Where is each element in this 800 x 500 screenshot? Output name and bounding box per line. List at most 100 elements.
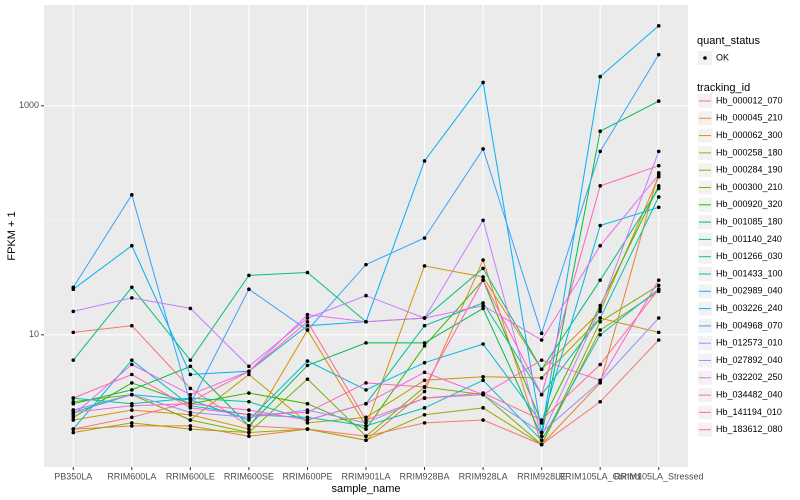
data-point bbox=[422, 323, 427, 328]
data-point bbox=[481, 342, 485, 346]
data-point bbox=[656, 24, 661, 28]
data-point bbox=[422, 316, 427, 320]
y-axis-title: FPKM + 1 bbox=[6, 211, 18, 260]
data-point bbox=[188, 306, 193, 311]
data-point bbox=[364, 319, 368, 324]
data-point bbox=[364, 418, 368, 422]
data-point bbox=[71, 330, 76, 335]
data-point bbox=[305, 316, 310, 320]
data-point bbox=[539, 434, 544, 439]
data-point bbox=[364, 388, 368, 392]
data-point bbox=[481, 266, 485, 271]
data-point bbox=[305, 427, 310, 431]
data-point bbox=[598, 319, 602, 324]
data-point bbox=[656, 283, 661, 288]
data-point bbox=[188, 399, 193, 404]
data-point bbox=[71, 358, 76, 362]
data-point bbox=[71, 401, 76, 406]
legend-label: Hb_000284_190 bbox=[716, 165, 783, 175]
data-point bbox=[422, 159, 427, 163]
data-point bbox=[305, 359, 310, 363]
data-point bbox=[247, 413, 251, 417]
data-point bbox=[305, 323, 310, 328]
legend-label: Hb_141194_010 bbox=[716, 407, 782, 417]
data-point bbox=[305, 401, 310, 406]
data-point bbox=[130, 296, 134, 300]
data-point bbox=[71, 415, 76, 420]
data-point bbox=[71, 410, 76, 415]
data-point bbox=[598, 332, 602, 337]
data-point bbox=[539, 442, 544, 447]
data-point bbox=[71, 285, 76, 290]
y-tick-label: 10 bbox=[29, 329, 39, 339]
legend-label: Hb_000300_210 bbox=[716, 182, 783, 192]
data-point bbox=[247, 415, 251, 420]
x-tick-label: RRIM928LA bbox=[459, 471, 508, 481]
data-point bbox=[305, 415, 310, 420]
data-point bbox=[656, 186, 661, 191]
data-point bbox=[305, 363, 310, 368]
data-point bbox=[71, 430, 76, 435]
legend-label: Hb_001140_240 bbox=[716, 234, 782, 244]
data-point bbox=[188, 358, 193, 362]
data-point bbox=[364, 421, 368, 425]
data-point bbox=[422, 406, 427, 410]
legend-label: Hb_001085_180 bbox=[716, 216, 783, 226]
data-point bbox=[188, 386, 193, 391]
data-point bbox=[656, 163, 661, 168]
data-point bbox=[598, 278, 602, 282]
legend-label: Hb_012573_010 bbox=[716, 338, 783, 348]
data-point bbox=[422, 360, 427, 365]
data-point bbox=[598, 309, 602, 314]
data-point bbox=[598, 149, 602, 154]
data-point bbox=[247, 399, 251, 404]
data-point bbox=[422, 396, 427, 400]
data-point bbox=[130, 285, 134, 290]
x-tick-label: RRIM600PE bbox=[282, 471, 332, 481]
data-point bbox=[188, 364, 193, 369]
data-point bbox=[481, 278, 485, 282]
data-point bbox=[305, 421, 310, 425]
data-point bbox=[598, 362, 602, 367]
data-point bbox=[539, 421, 544, 425]
data-point bbox=[364, 415, 368, 420]
legend-label: Hb_003226_240 bbox=[716, 303, 783, 313]
data-point bbox=[539, 331, 544, 336]
data-point bbox=[656, 52, 661, 57]
data-point bbox=[481, 406, 485, 410]
data-point bbox=[656, 205, 661, 210]
data-point bbox=[656, 149, 661, 154]
legend-label: Hb_032202_250 bbox=[716, 372, 783, 382]
data-point bbox=[247, 369, 251, 374]
data-point bbox=[130, 388, 134, 392]
data-point bbox=[305, 312, 310, 317]
data-point bbox=[364, 438, 368, 443]
data-point bbox=[539, 438, 544, 443]
data-point bbox=[364, 293, 368, 298]
data-point bbox=[481, 303, 485, 308]
data-point bbox=[130, 323, 134, 328]
data-point bbox=[656, 195, 661, 199]
data-point bbox=[71, 309, 76, 314]
data-point bbox=[422, 264, 427, 268]
data-point bbox=[247, 273, 251, 278]
legend-label: Hb_034482_040 bbox=[716, 389, 783, 399]
x-tick-label: RRIM600LA bbox=[107, 471, 156, 481]
data-point bbox=[481, 418, 485, 422]
data-point bbox=[130, 421, 134, 425]
data-point bbox=[656, 172, 661, 177]
data-point bbox=[364, 427, 368, 431]
data-point bbox=[539, 392, 544, 397]
data-point bbox=[539, 418, 544, 422]
data-point bbox=[305, 410, 310, 415]
x-tick-label: PB350LA bbox=[54, 471, 92, 481]
data-point bbox=[656, 330, 661, 335]
legend-label: Hb_004968_070 bbox=[716, 320, 783, 330]
data-point bbox=[130, 403, 134, 408]
data-point bbox=[364, 401, 368, 406]
data-point bbox=[130, 243, 134, 248]
data-point bbox=[364, 262, 368, 267]
data-point bbox=[481, 258, 485, 262]
data-point bbox=[247, 408, 251, 412]
data-point bbox=[481, 218, 485, 223]
